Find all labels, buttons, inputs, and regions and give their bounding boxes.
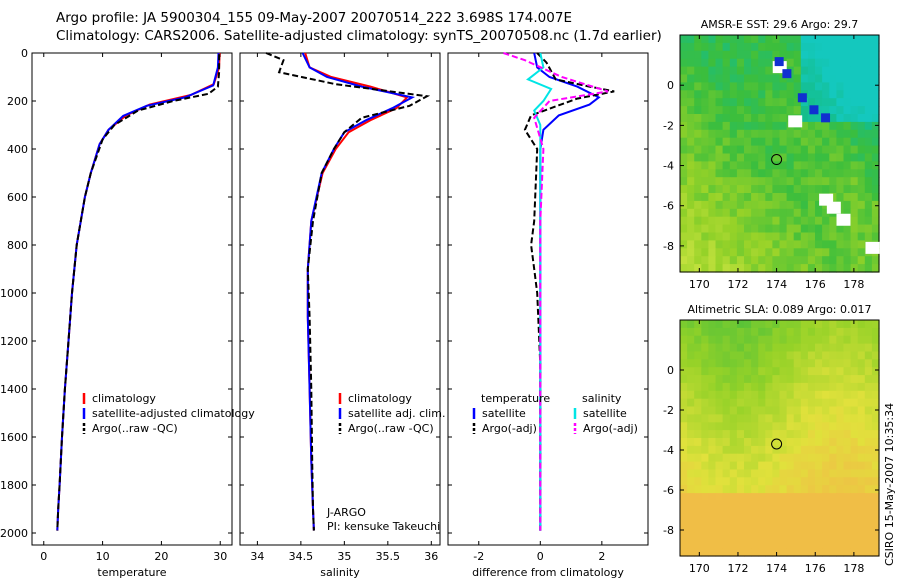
diff-salinity-legend-entry: Argo(-adj) <box>583 422 638 435</box>
missing-data-patch <box>836 213 851 226</box>
warm-pool-pixel <box>809 105 819 115</box>
y-tick-label: 1000 <box>0 287 28 300</box>
missing-data-patch <box>865 241 880 254</box>
map-y-tick-label: -6 <box>663 484 674 497</box>
y-tick-label: 1600 <box>0 431 28 444</box>
difference-from-climatology-axes-box <box>447 52 649 546</box>
map-title: AMSR-E SST: 29.6 Argo: 29.7 <box>701 18 859 31</box>
map-y-tick-label: -2 <box>663 119 674 132</box>
map-y-tick-label: 0 <box>667 79 674 92</box>
series-line-salinity-argo-adj- <box>503 52 609 531</box>
missing-data-patch <box>788 115 803 128</box>
y-tick-label: 400 <box>7 143 28 156</box>
map-y-tick-label: -4 <box>663 160 674 173</box>
argo-position-marker <box>771 154 783 166</box>
diff-temperature-legend-entry: Argo(-adj) <box>482 422 537 435</box>
x-tick-label: 0 <box>537 550 544 563</box>
y-tick-label: 1800 <box>0 479 28 492</box>
temperature-legend-entry: satellite-adjusted climatology <box>92 407 255 420</box>
map-x-tick-label: 178 <box>843 562 864 575</box>
map-x-tick-label: 174 <box>766 562 787 575</box>
series-line-argo <box>56 54 221 531</box>
x-tick-label: 36 <box>424 550 438 563</box>
x-axis-label: temperature <box>97 566 166 579</box>
map-y-tick-label: -8 <box>663 524 674 537</box>
y-tick-label: 1400 <box>0 383 28 396</box>
y-tick-label: 200 <box>7 95 28 108</box>
header-title-line2: Climatology: CARS2006. Satellite-adjuste… <box>56 28 662 44</box>
salinity-profile-axes-box <box>239 52 441 546</box>
header-title-line1: Argo profile: JA 5900304_155 09-May-2007… <box>56 10 572 26</box>
x-tick-label: 35.5 <box>376 550 401 563</box>
y-tick-label: 0 <box>21 47 28 60</box>
timestamp-label: CSIRO 15-May-2007 10:35:34 <box>883 402 896 566</box>
x-tick-label: 34.5 <box>289 550 314 563</box>
x-axis-label: difference from climatology <box>472 566 624 579</box>
map-y-tick-label: -8 <box>663 240 674 253</box>
temperature-legend-entry: Argo(..raw -QC) <box>92 422 178 435</box>
x-tick-label: 20 <box>154 550 168 563</box>
y-tick-label: 800 <box>7 239 28 252</box>
temperature-legend-entry: climatology <box>92 392 156 405</box>
x-tick-label: 30 <box>213 550 227 563</box>
series-line-temperature-argo-adj- <box>523 52 615 531</box>
map-y-tick-label: 0 <box>667 364 674 377</box>
series-line-climatology <box>56 52 221 531</box>
salinity-legend-entry: Argo(..raw -QC) <box>348 422 434 435</box>
warm-pool-pixel <box>797 93 807 103</box>
series-line-satellite-adjusted <box>56 52 220 531</box>
argo-position-marker <box>771 438 783 450</box>
map-x-tick-label: 174 <box>766 278 787 291</box>
map-x-tick-label: 176 <box>805 278 826 291</box>
altimetric-sla-map-field <box>680 320 880 557</box>
diff-legend-entry: salinity <box>582 392 622 405</box>
float-program-label: J-ARGO <box>326 506 366 519</box>
map-y-tick-label: -6 <box>663 200 674 213</box>
x-axis-label: salinity <box>320 566 360 579</box>
map-y-tick-label: -2 <box>663 404 674 417</box>
y-tick-label: 600 <box>7 191 28 204</box>
diff-temperature-legend-entry: satellite <box>482 407 526 420</box>
altimetric-sla-map-axes-box <box>679 319 880 557</box>
salinity-legend-entry: climatology <box>348 392 412 405</box>
series-line-argo <box>265 52 431 531</box>
diff-legend-entry: temperature <box>481 392 550 405</box>
x-tick-label: 34 <box>250 550 264 563</box>
series-line-satellite-adjusted <box>301 52 416 531</box>
diff-salinity-legend-entry: satellite <box>583 407 627 420</box>
temperature-profile-axes-box <box>31 52 233 546</box>
y-tick-label: 1200 <box>0 335 28 348</box>
salinity-legend-entry: satellite adj. clim. <box>348 407 445 420</box>
amsr-e-sst-map-axes-box <box>679 34 880 273</box>
map-x-tick-label: 176 <box>805 562 826 575</box>
map-y-tick-label: -4 <box>663 444 674 457</box>
map-x-tick-label: 172 <box>727 278 748 291</box>
map-x-tick-label: 178 <box>843 278 864 291</box>
x-tick-label: 0 <box>40 550 47 563</box>
map-x-tick-label: 172 <box>727 562 748 575</box>
series-line-temperature-satellite <box>533 52 601 531</box>
x-tick-label: 10 <box>96 550 110 563</box>
warm-pool-pixel <box>782 69 792 79</box>
map-title: Altimetric SLA: 0.089 Argo: 0.017 <box>687 303 871 316</box>
x-tick-label: 2 <box>598 550 605 563</box>
x-tick-label: 35 <box>337 550 351 563</box>
warm-pool-pixel <box>774 57 784 67</box>
amsr-e-sst-map-field <box>680 35 880 273</box>
map-x-tick-label: 170 <box>689 278 710 291</box>
warm-pool-pixel <box>821 113 831 123</box>
y-tick-label: 2000 <box>0 527 28 540</box>
pi-name-label: PI: kensuke Takeuchi <box>327 520 440 533</box>
x-tick-label: -2 <box>473 550 484 563</box>
missing-data-patch <box>826 201 841 214</box>
map-x-tick-label: 170 <box>689 562 710 575</box>
